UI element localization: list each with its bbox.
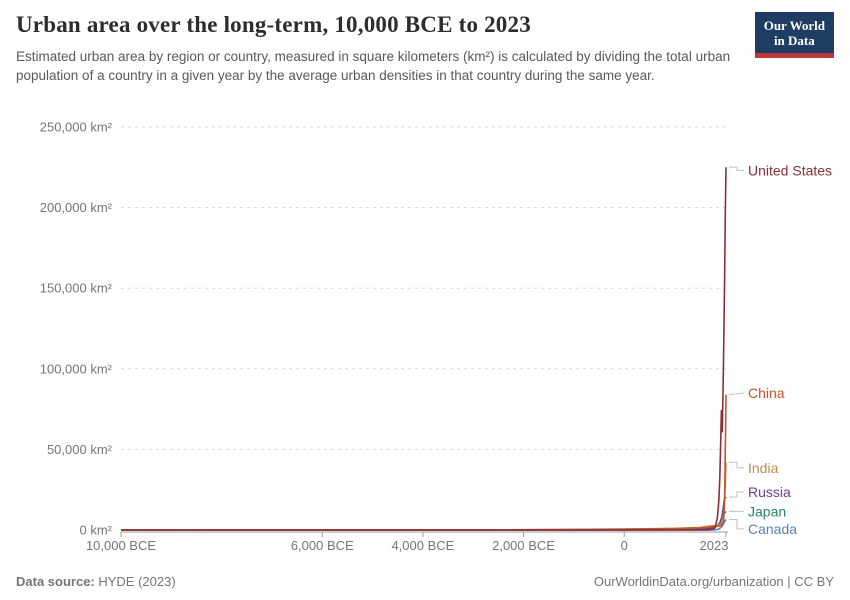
owid-logo-line1: Our World	[763, 18, 825, 33]
x-axis-tick-label: 4,000 BCE	[391, 538, 454, 553]
chart-header: Urban area over the long-term, 10,000 BC…	[16, 12, 834, 85]
series-label-russia[interactable]: Russia	[748, 484, 791, 500]
series-label-china[interactable]: China	[748, 385, 785, 401]
chart-footer: Data source: HYDE (2023) OurWorldinData.…	[16, 574, 834, 589]
x-axis-tick-label: 2023	[700, 538, 729, 553]
series-label-japan[interactable]: Japan	[748, 503, 786, 519]
y-axis-tick-label: 0 km²	[80, 523, 113, 538]
x-axis-tick-label: 2,000 BCE	[492, 538, 555, 553]
y-axis-tick-label: 150,000 km²	[40, 281, 113, 296]
attribution-link[interactable]: OurWorldinData.org/urbanization | CC BY	[593, 574, 834, 589]
x-axis-tick-label: 0	[621, 538, 628, 553]
series-line-india[interactable]	[120, 462, 727, 531]
series-label-united-states[interactable]: United States	[748, 163, 832, 179]
y-axis-tick-label: 200,000 km²	[40, 200, 113, 215]
series-line-japan[interactable]	[120, 510, 727, 531]
y-axis-tick-label: 250,000 km²	[40, 120, 113, 135]
y-axis-tick-label: 50,000 km²	[47, 442, 113, 457]
data-source-label: Data source:	[16, 574, 95, 589]
data-source-value: HYDE (2023)	[94, 574, 176, 589]
owid-logo-line2: in Data	[773, 33, 815, 49]
series-line-china[interactable]	[120, 394, 727, 531]
series-line-united-states[interactable]	[121, 167, 727, 531]
label-connector-india	[729, 461, 744, 469]
page-title: Urban area over the long-term, 10,000 BC…	[16, 12, 531, 37]
label-connector-united-states	[729, 166, 744, 172]
label-connector-china	[728, 392, 745, 396]
chart-subtitle: Estimated urban area by region or countr…	[16, 49, 731, 84]
label-connector-canada	[729, 519, 744, 530]
series-label-india[interactable]: India	[748, 460, 779, 476]
series-label-canada[interactable]: Canada	[748, 521, 797, 537]
data-source: Data source: HYDE (2023)	[16, 574, 176, 589]
label-connector-russia	[729, 491, 744, 498]
series-line-russia[interactable]	[121, 496, 727, 531]
owid-logo: Our World in Data	[754, 12, 834, 58]
x-axis-tick-label: 6,000 BCE	[291, 538, 354, 553]
y-axis-tick-label: 100,000 km²	[40, 361, 113, 376]
x-axis-tick-label: 10,000 BCE	[86, 538, 156, 553]
